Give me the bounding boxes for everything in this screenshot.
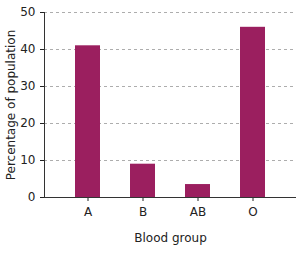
svg-text:0: 0 xyxy=(28,190,36,204)
svg-text:30: 30 xyxy=(20,79,35,93)
svg-text:20: 20 xyxy=(20,116,35,130)
svg-text:O: O xyxy=(248,205,257,219)
svg-text:A: A xyxy=(84,205,93,219)
svg-text:Percentage of population: Percentage of population xyxy=(4,30,18,181)
svg-text:10: 10 xyxy=(20,153,35,167)
svg-text:Blood group: Blood group xyxy=(134,231,207,245)
svg-text:40: 40 xyxy=(20,42,35,56)
svg-text:AB: AB xyxy=(190,205,206,219)
svg-text:50: 50 xyxy=(20,5,35,19)
svg-text:B: B xyxy=(139,205,147,219)
